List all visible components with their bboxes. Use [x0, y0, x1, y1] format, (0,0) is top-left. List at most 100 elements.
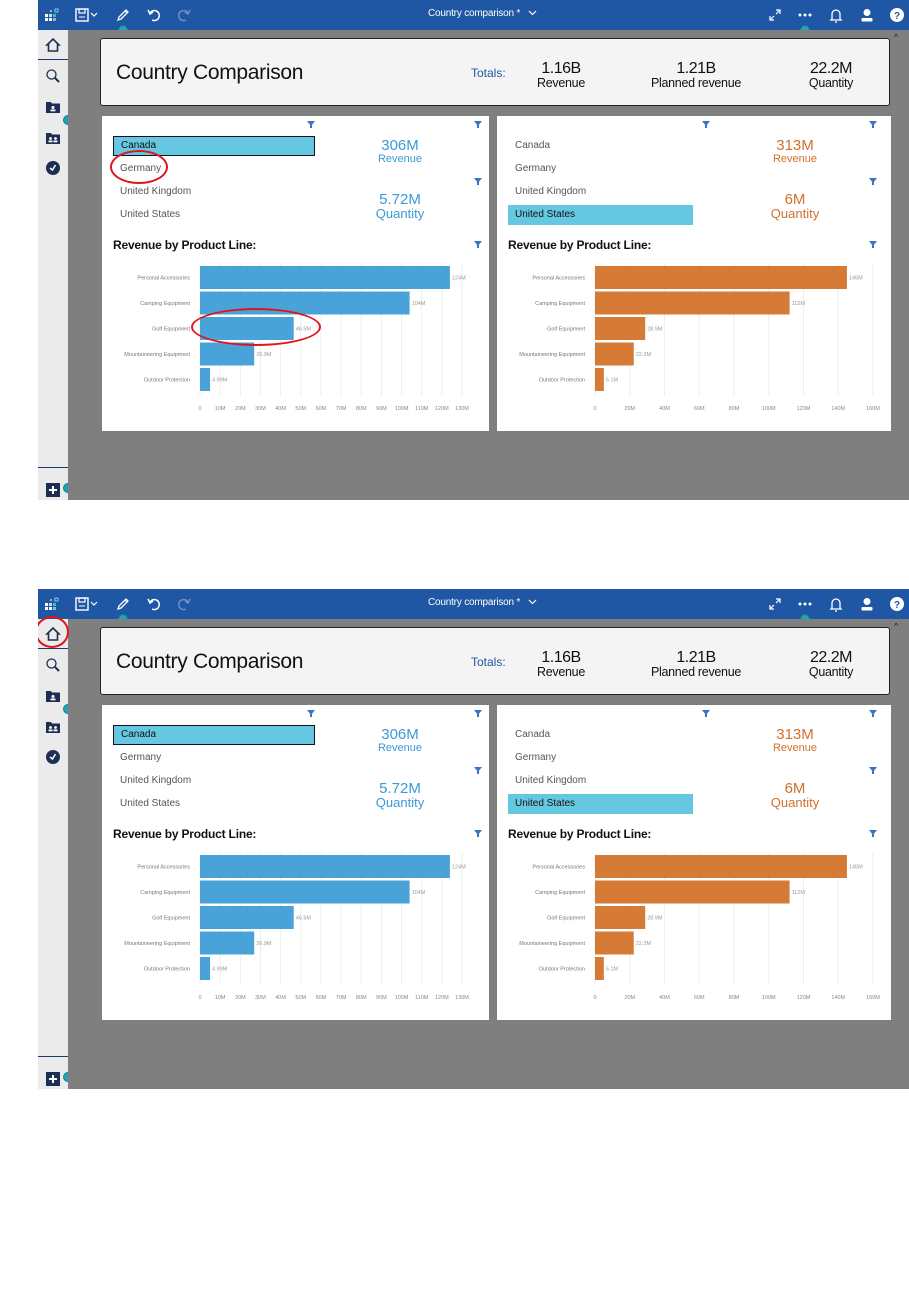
more-options-icon[interactable] [795, 594, 815, 614]
filter-icon[interactable] [307, 710, 315, 717]
bar[interactable] [595, 880, 790, 904]
filter-icon[interactable] [869, 767, 877, 774]
kpi-label: Revenue [537, 76, 585, 90]
country-list-item[interactable]: United States [508, 794, 693, 814]
save-menu-chevron-icon[interactable] [88, 5, 100, 25]
bar[interactable] [200, 931, 255, 955]
bar[interactable] [595, 291, 790, 315]
filter-icon[interactable] [702, 710, 710, 717]
bar[interactable] [200, 342, 255, 366]
user-icon[interactable] [857, 5, 877, 25]
screenshot-step-1: Country comparison * ? [38, 0, 909, 500]
filter-icon[interactable] [474, 710, 482, 717]
edit-pencil-icon[interactable] [113, 594, 133, 614]
bar[interactable] [595, 906, 646, 929]
filter-icon[interactable] [474, 241, 482, 248]
more-options-icon[interactable] [795, 5, 815, 25]
save-icon[interactable] [72, 5, 92, 25]
bar[interactable] [595, 317, 646, 340]
save-menu-chevron-icon[interactable] [88, 594, 100, 614]
bar[interactable] [595, 342, 634, 366]
bar[interactable] [595, 266, 847, 289]
bar[interactable] [200, 957, 211, 980]
recent-clock-icon[interactable] [43, 747, 63, 767]
filter-icon[interactable] [869, 241, 877, 248]
country-list-item[interactable]: Germany [120, 752, 162, 763]
notification-bell-icon[interactable] [826, 594, 846, 614]
plus-icon[interactable] [43, 480, 63, 500]
filter-icon[interactable] [474, 121, 482, 128]
country-list-item[interactable]: United Kingdom [515, 186, 587, 197]
bar[interactable] [595, 368, 604, 391]
bar[interactable] [200, 368, 211, 391]
filter-icon[interactable] [474, 767, 482, 774]
country-list-item[interactable]: United States [508, 205, 693, 225]
personal-folder-icon[interactable] [43, 97, 63, 117]
notification-bell-icon[interactable] [826, 5, 846, 25]
fullscreen-icon[interactable] [765, 594, 785, 614]
dashboard-title-menu[interactable]: Country comparison * [428, 597, 537, 608]
edit-pencil-icon[interactable] [113, 5, 133, 25]
help-icon[interactable]: ? [887, 594, 907, 614]
help-icon[interactable]: ? [887, 5, 907, 25]
fullscreen-icon[interactable] [765, 5, 785, 25]
x-tick-label: 80M [729, 995, 740, 1001]
plus-icon[interactable] [43, 1069, 63, 1089]
search-icon[interactable] [43, 66, 63, 86]
category-label: Outdoor Protection [144, 378, 190, 384]
bar[interactable] [200, 906, 294, 929]
filter-icon[interactable] [307, 121, 315, 128]
country-list-item[interactable]: United States [120, 209, 181, 220]
x-tick-label: 60M [316, 995, 327, 1001]
country-list-item[interactable]: United States [120, 798, 181, 809]
filter-icon[interactable] [474, 830, 482, 837]
bar[interactable] [595, 957, 604, 980]
metric-label: Quantity [770, 795, 820, 810]
x-tick-label: 0 [198, 406, 201, 412]
bar[interactable] [595, 931, 634, 955]
filter-icon[interactable] [702, 121, 710, 128]
dashboard-title-menu[interactable]: Country comparison * [428, 8, 537, 19]
save-icon[interactable] [72, 594, 92, 614]
filter-icon[interactable] [869, 710, 877, 717]
metric-quantity: 6M Quantity [745, 192, 845, 221]
country-list-item[interactable]: Canada [113, 136, 315, 156]
bar-value-label: 112M [792, 890, 806, 896]
country-list-item[interactable]: Germany [515, 163, 557, 174]
nav-divider [38, 1056, 68, 1057]
scroll-up-icon[interactable]: ^ [894, 32, 899, 42]
bar[interactable] [595, 855, 847, 878]
personal-folder-icon[interactable] [43, 686, 63, 706]
filter-icon[interactable] [869, 178, 877, 185]
bar[interactable] [200, 291, 410, 315]
team-folder-icon[interactable] [43, 128, 63, 148]
home-icon[interactable] [43, 624, 63, 644]
team-folder-icon[interactable] [43, 717, 63, 737]
country-list-item[interactable]: United Kingdom [120, 186, 192, 197]
bar[interactable] [200, 317, 294, 340]
kpi-value: 22.2M [810, 649, 852, 666]
scroll-up-icon[interactable]: ^ [894, 621, 899, 631]
filter-icon[interactable] [869, 121, 877, 128]
user-icon[interactable] [857, 594, 877, 614]
filter-icon[interactable] [474, 178, 482, 185]
app-logo-icon[interactable] [42, 5, 62, 25]
bar[interactable] [200, 855, 450, 878]
country-list-item[interactable]: United Kingdom [120, 775, 192, 786]
bar[interactable] [200, 266, 450, 289]
country-list-item[interactable]: Germany [120, 163, 162, 174]
recent-clock-icon[interactable] [43, 158, 63, 178]
home-icon[interactable] [43, 35, 63, 55]
x-tick-label: 10M [215, 995, 226, 1001]
country-list-item[interactable]: United Kingdom [515, 775, 587, 786]
bar[interactable] [200, 880, 410, 904]
app-logo-icon[interactable] [42, 594, 62, 614]
undo-icon[interactable] [144, 5, 164, 25]
filter-icon[interactable] [869, 830, 877, 837]
country-list-item[interactable]: Germany [515, 752, 557, 763]
search-icon[interactable] [43, 655, 63, 675]
country-list-item[interactable]: Canada [515, 729, 551, 740]
country-list-item[interactable]: Canada [515, 140, 551, 151]
country-list-item[interactable]: Canada [113, 725, 315, 745]
undo-icon[interactable] [144, 594, 164, 614]
